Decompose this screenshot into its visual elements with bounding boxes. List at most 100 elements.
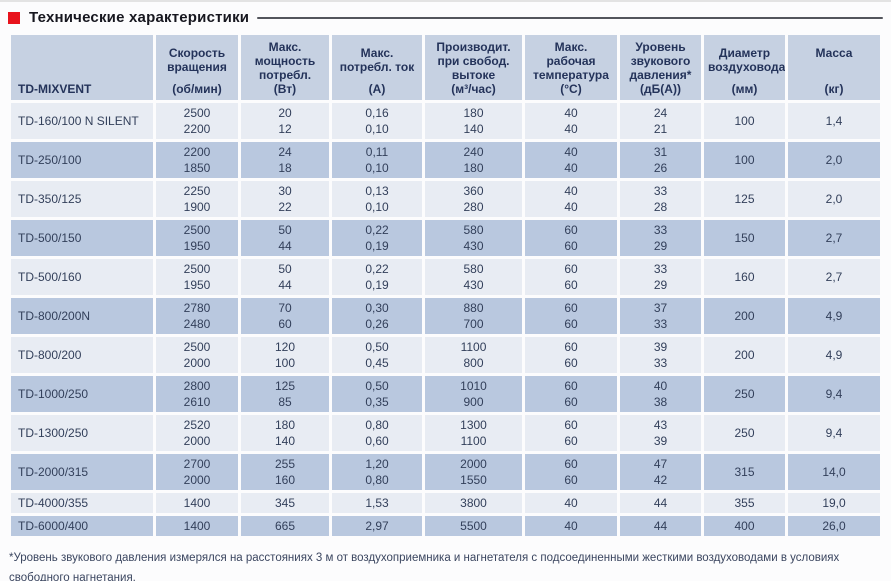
current-cell: 0,80 0,60: [332, 415, 422, 454]
current-value: 0,60: [365, 434, 389, 448]
temp-value: 60: [564, 457, 578, 471]
mass-cell: 2,0: [788, 142, 880, 181]
flow-cell: 180 140: [425, 103, 522, 142]
column-label: Диаметр воздуховода: [708, 46, 785, 74]
diameter-cell: 250: [704, 376, 785, 415]
speed-value: 1850: [183, 161, 211, 175]
temp-cell: 60 60: [525, 454, 617, 493]
temp-value: 60: [564, 434, 578, 448]
power-cell: 180 140: [241, 415, 329, 454]
flow-cell: 360 280: [425, 181, 522, 220]
current-value: 0,16: [365, 106, 389, 120]
speed-value: 2800: [183, 379, 211, 393]
column-header-model: TD-MIXVENT: [11, 35, 153, 103]
column-header-power: Макс. мощность потребл. (Вт): [241, 35, 329, 103]
temp-value: 40: [564, 200, 578, 214]
current-value: 0,19: [365, 239, 389, 253]
table-header-row: TD-MIXVENT Скорость вращения (об/мин) Ма…: [11, 35, 880, 103]
power-value: 24: [278, 145, 292, 159]
spec-table: TD-MIXVENT Скорость вращения (об/мин) Ма…: [8, 35, 883, 539]
speed-cell: 2520 2000: [156, 415, 238, 454]
temp-value: 40: [564, 122, 578, 136]
column-unit: (дБ(А)): [640, 82, 681, 96]
temp-cell: 40: [525, 516, 617, 539]
power-value: 125: [274, 379, 296, 393]
noise-value: 44: [653, 519, 668, 533]
flow-value: 430: [463, 278, 484, 292]
flow-value: 1550: [460, 473, 487, 487]
model-cell: TD-800/200: [11, 337, 153, 376]
flow-cell: 2000 1550: [425, 454, 522, 493]
model-cell: TD-250/100: [11, 142, 153, 181]
temp-value: 60: [564, 379, 578, 393]
temp-value: 60: [564, 473, 578, 487]
speed-cell: 2780 2480: [156, 298, 238, 337]
column-unit: (°С): [560, 82, 582, 96]
power-cell: 120 100: [241, 337, 329, 376]
temp-cell: 60 60: [525, 298, 617, 337]
model-cell: TD-350/125: [11, 181, 153, 220]
speed-cell: 2250 1900: [156, 181, 238, 220]
noise-cell: 39 33: [620, 337, 701, 376]
table-row: TD-4000/355 1400 345 1,53 3800 40 44 355 19,0: [11, 493, 880, 516]
flow-cell: 880 700: [425, 298, 522, 337]
power-value: 160: [274, 473, 296, 487]
noise-value: 33: [653, 262, 668, 276]
column-header-mass: Масса (кг): [788, 35, 880, 103]
model-cell: TD-1000/250: [11, 376, 153, 415]
noise-cell: 44: [620, 493, 701, 516]
noise-cell: 33 29: [620, 220, 701, 259]
section-header: Технические характеристики: [8, 9, 883, 26]
footnote: *Уровень звукового давления измерялся на…: [9, 552, 840, 581]
power-cell: 255 160: [241, 454, 329, 493]
temp-cell: 60 60: [525, 376, 617, 415]
current-cell: 0,11 0,10: [332, 142, 422, 181]
power-value: 70: [278, 301, 292, 315]
speed-cell: 1400: [156, 516, 238, 539]
diameter-cell: 125: [704, 181, 785, 220]
speed-cell: 2200 1850: [156, 142, 238, 181]
noise-cell: 24 21: [620, 103, 701, 142]
column-label: Масса: [815, 46, 853, 60]
temp-cell: 60 60: [525, 337, 617, 376]
temp-value: 60: [564, 223, 578, 237]
current-value: 0,26: [365, 317, 389, 331]
current-cell: 0,22 0,19: [332, 259, 422, 298]
column-unit: (мм): [731, 82, 758, 96]
current-value: 0,10: [365, 200, 389, 214]
current-cell: 0,22 0,19: [332, 220, 422, 259]
speed-value: 1950: [183, 239, 211, 253]
diameter-cell: 100: [704, 103, 785, 142]
current-value: 0,35: [365, 395, 389, 409]
flow-value: 240: [463, 145, 484, 159]
power-cell: 20 12: [241, 103, 329, 142]
current-value: 0,22: [365, 262, 389, 276]
flow-cell: 3800: [425, 493, 522, 516]
column-unit: (об/мин): [172, 82, 222, 96]
power-value: 140: [274, 434, 296, 448]
speed-value: 1900: [183, 200, 211, 214]
current-value: 0,10: [365, 122, 389, 136]
flow-value: 900: [463, 395, 484, 409]
speed-value: 2610: [183, 395, 211, 409]
speed-cell: 2500 2000: [156, 337, 238, 376]
current-cell: 1,53: [332, 493, 422, 516]
diameter-cell: 250: [704, 415, 785, 454]
table-row: TD-1000/250 2800 2610 125 85 0,50 0,35 1010 900 6…: [11, 376, 880, 415]
current-cell: 1,20 0,80: [332, 454, 422, 493]
speed-value: 2000: [183, 356, 211, 370]
speed-value: 2200: [183, 145, 211, 159]
noise-cell: 47 42: [620, 454, 701, 493]
power-value: 345: [274, 496, 296, 510]
temp-value: 60: [564, 301, 578, 315]
speed-cell: 2500 1950: [156, 220, 238, 259]
speed-value: 2500: [183, 106, 211, 120]
current-value: 2,97: [365, 519, 389, 533]
noise-value: 29: [653, 278, 668, 292]
flow-value: 180: [463, 106, 484, 120]
column-header-diameter: Диаметр воздуховода (мм): [704, 35, 785, 103]
diameter-cell: 315: [704, 454, 785, 493]
current-value: 1,53: [365, 496, 389, 510]
table-row: TD-1300/250 2520 2000 180 140 0,80 0,60 1300 110…: [11, 415, 880, 454]
current-cell: 0,13 0,10: [332, 181, 422, 220]
